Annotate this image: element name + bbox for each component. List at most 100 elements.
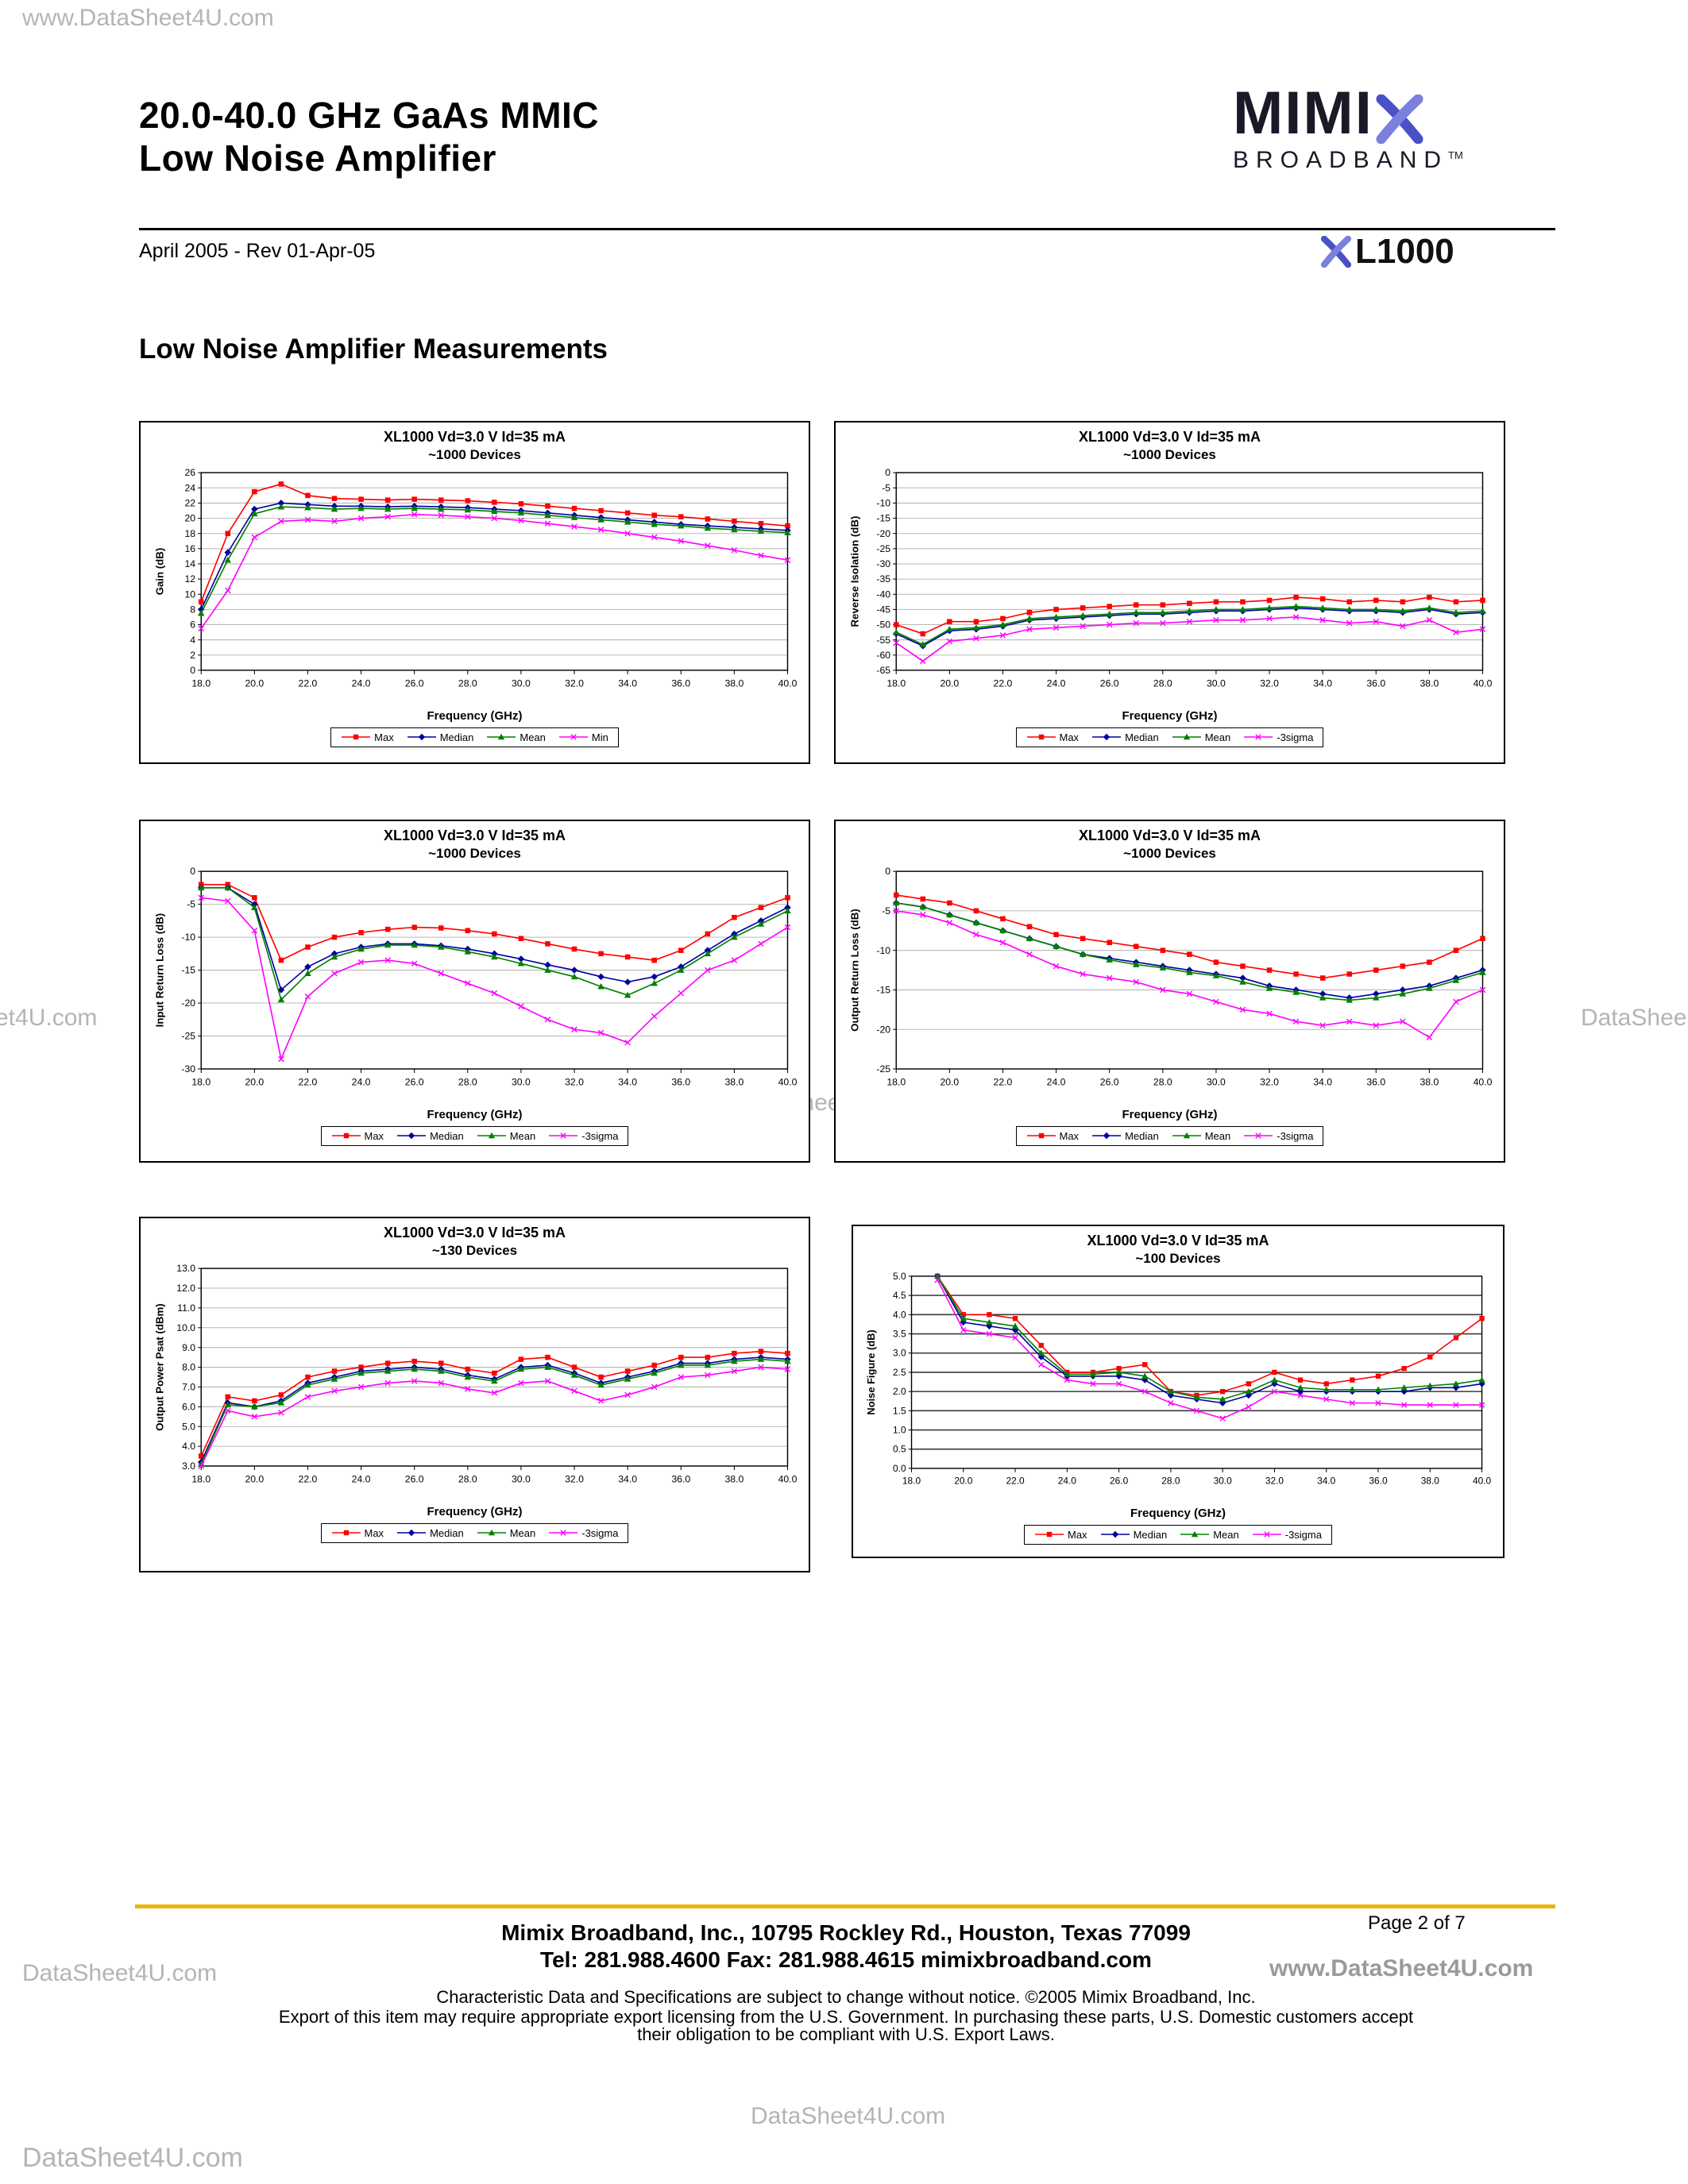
legend-swatch-icon: [1244, 1133, 1273, 1140]
svg-text:34.0: 34.0: [1313, 1076, 1332, 1087]
page-title: 20.0-40.0 GHz GaAs MMIC Low Noise Amplif…: [139, 94, 599, 180]
svg-text:36.0: 36.0: [671, 1076, 690, 1087]
legend-label: Mean: [509, 1526, 536, 1539]
chart-subtitle: ~1000 Devices: [1123, 846, 1216, 861]
brand-name-text: MIMI: [1233, 79, 1373, 147]
legend-label: -3sigma: [1277, 1129, 1314, 1142]
svg-text:24.0: 24.0: [351, 1473, 370, 1484]
chart-legend: Max Median Mean Min: [330, 727, 619, 747]
watermark-left-edge: et4U.com: [0, 1005, 98, 1031]
svg-text:34.0: 34.0: [1317, 1476, 1336, 1487]
svg-text:28.0: 28.0: [1162, 1476, 1181, 1487]
svg-text:32.0: 32.0: [1260, 1076, 1279, 1087]
svg-text:4.0: 4.0: [182, 1441, 195, 1452]
watermark-top-left: www.DataSheet4U.com: [22, 5, 274, 31]
svg-text:24.0: 24.0: [1046, 677, 1065, 689]
svg-text:38.0: 38.0: [724, 1473, 744, 1484]
svg-text:24.0: 24.0: [351, 1076, 370, 1087]
chart-output-return-loss: XL1000 Vd=3.0 V Id=35 mA ~1000 Devices O…: [834, 820, 1505, 1163]
svg-text:34.0: 34.0: [618, 677, 637, 689]
legend-label: -3sigma: [1277, 731, 1314, 743]
y-axis-label: Reverse Isolation (dB): [848, 516, 860, 627]
svg-text:-45: -45: [876, 604, 890, 615]
svg-text:26.0: 26.0: [404, 1076, 423, 1087]
svg-text:18.0: 18.0: [191, 1473, 211, 1484]
svg-text:22.0: 22.0: [1006, 1476, 1026, 1487]
svg-text:38.0: 38.0: [1421, 1476, 1440, 1487]
svg-text:32.0: 32.0: [1265, 1476, 1284, 1487]
chart-title: XL1000 Vd=3.0 V Id=35 mA: [383, 828, 566, 843]
svg-text:0: 0: [885, 866, 890, 877]
y-axis-label: Input Return Loss (dB): [153, 913, 165, 1028]
svg-text:18.0: 18.0: [191, 677, 211, 689]
legend-label: Max: [364, 1129, 384, 1142]
svg-text:20.0: 20.0: [940, 677, 959, 689]
svg-text:18.0: 18.0: [886, 677, 906, 689]
svg-text:-30: -30: [876, 558, 890, 569]
svg-text:28.0: 28.0: [1153, 1076, 1172, 1087]
watermark-bottom-left: DataSheet4U.com: [22, 2143, 243, 2173]
chart-legend: Max Median Mean -3sigma: [320, 1522, 629, 1543]
watermark-right-edge: DataShee: [1581, 1005, 1687, 1031]
header-divider: [139, 228, 1555, 230]
svg-text:-5: -5: [882, 482, 890, 493]
svg-text:12: 12: [184, 573, 195, 585]
svg-text:16: 16: [184, 543, 195, 554]
svg-text:34.0: 34.0: [618, 1473, 637, 1484]
legend-swatch-icon: [1026, 735, 1056, 740]
legend-swatch-icon: [1092, 1133, 1122, 1140]
svg-text:40.0: 40.0: [1473, 1476, 1492, 1487]
svg-text:14: 14: [184, 558, 195, 569]
svg-text:34.0: 34.0: [1313, 677, 1332, 689]
svg-text:1.0: 1.0: [893, 1424, 906, 1435]
svg-text:26.0: 26.0: [1099, 677, 1118, 689]
brand-logo: MIMI BROADBANDTM: [1233, 83, 1519, 174]
svg-text:40.0: 40.0: [1473, 1076, 1492, 1087]
svg-text:24.0: 24.0: [1058, 1476, 1077, 1487]
footer-contact: Tel: 281.988.4600 Fax: 281.988.4615 mimi…: [540, 1947, 1152, 1972]
svg-text:20.0: 20.0: [245, 1076, 264, 1087]
svg-text:40.0: 40.0: [778, 1473, 797, 1484]
legend-item-mean: Mean: [477, 1526, 536, 1539]
svg-text:11.0: 11.0: [177, 1302, 195, 1314]
brand-subtitle-text: BROADBAND: [1233, 147, 1449, 173]
svg-text:5.0: 5.0: [893, 1271, 906, 1282]
legend-item-max: Max: [331, 1130, 384, 1142]
svg-text:13.0: 13.0: [176, 1263, 195, 1274]
legend-label: Min: [591, 731, 608, 743]
legend-label: Median: [430, 1526, 464, 1539]
chart-subtitle: ~1000 Devices: [1123, 447, 1216, 462]
svg-text:38.0: 38.0: [1420, 1076, 1439, 1087]
legend-label: Max: [1059, 1129, 1080, 1142]
svg-text:20.0: 20.0: [940, 1076, 959, 1087]
svg-text:-40: -40: [876, 588, 890, 600]
svg-text:36.0: 36.0: [671, 677, 690, 689]
footer-notice-3: their obligation to be compliant with U.…: [637, 2024, 1055, 2044]
legend-label: Mean: [509, 1129, 536, 1142]
chart-title: XL1000 Vd=3.0 V Id=35 mA: [383, 429, 566, 445]
svg-text:-20: -20: [876, 528, 890, 539]
chart-subtitle: ~1000 Devices: [428, 846, 521, 861]
svg-text:26.0: 26.0: [404, 1473, 423, 1484]
legend-item-3sigma: -3sigma: [1252, 1529, 1322, 1541]
legend-swatch-icon: [1172, 734, 1201, 740]
svg-text:30.0: 30.0: [1207, 677, 1226, 689]
svg-text:26.0: 26.0: [1110, 1476, 1129, 1487]
plot-area: Noise Figure (dB) 0.0 0.5 1.0 1.5 2.0 2.5 3.0 3…: [865, 1271, 1492, 1487]
svg-text:28.0: 28.0: [458, 1076, 477, 1087]
chart-reverse-isolation: XL1000 Vd=3.0 V Id=35 mA ~1000 Devices R…: [834, 421, 1505, 764]
legend-item-median: Median: [1091, 731, 1159, 743]
part-number-text: L1000: [1355, 232, 1454, 271]
chart-title: XL1000 Vd=3.0 V Id=35 mA: [1087, 1233, 1269, 1248]
svg-text:-20: -20: [876, 1024, 890, 1035]
svg-text:4.5: 4.5: [893, 1290, 906, 1301]
chart-title: XL1000 Vd=3.0 V Id=35 mA: [1078, 828, 1261, 843]
legend-label: -3sigma: [581, 1526, 619, 1539]
chart-subtitle: ~100 Devices: [1135, 1251, 1221, 1266]
legend-swatch-icon: [1244, 734, 1273, 741]
legend-swatch-icon: [397, 1530, 427, 1537]
plot-area: Input Return Loss (dB) -30 -25 -20 -15 -10 -5…: [153, 866, 797, 1087]
watermark-bottom-center: DataSheet4U.com: [751, 2103, 946, 2129]
